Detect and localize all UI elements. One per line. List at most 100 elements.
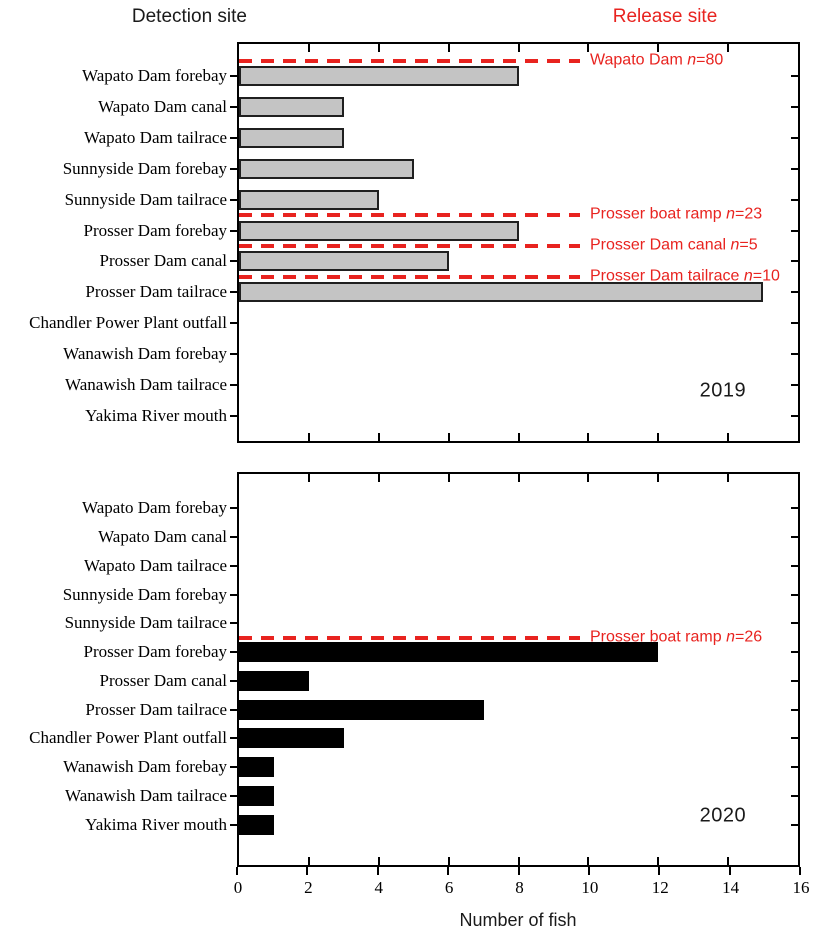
italic-n: n	[730, 236, 740, 254]
x-axis-tick	[728, 867, 731, 875]
x-tick-top	[587, 44, 590, 52]
x-axis-tick	[799, 867, 801, 875]
y-tick-left	[230, 536, 237, 539]
y-tick-right	[791, 322, 798, 325]
x-axis-tick	[447, 867, 450, 875]
x-tick-bottom-inner	[517, 857, 520, 865]
x-tick-bottom-inner	[377, 433, 380, 441]
y-tick-left	[230, 198, 237, 201]
y-tick-right	[791, 622, 798, 625]
y-tick-left	[230, 414, 237, 417]
y-tick-left	[230, 737, 237, 740]
y-tick-left	[230, 137, 237, 140]
y-tick-right	[791, 352, 798, 355]
x-tick-top	[447, 44, 450, 52]
x-tick-top	[727, 474, 730, 482]
category-label: Sunnyside Dam tailrace	[64, 189, 227, 209]
category-label: Chandler Power Plant outfall	[29, 728, 227, 748]
x-axis-tick	[587, 867, 590, 875]
release-site-label: Wapato Dam n=80	[590, 51, 724, 69]
y-tick-right	[791, 383, 798, 386]
x-axis-tick-label: 8	[515, 878, 524, 897]
category-label: Wapato Dam tailrace	[83, 555, 227, 575]
category-label: Sunnyside Dam forebay	[62, 158, 227, 178]
x-axis-tick-label: 0	[233, 878, 243, 897]
bar-2020	[239, 814, 274, 835]
y-tick-left	[230, 564, 237, 567]
y-tick-right	[791, 766, 798, 769]
category-label: Wapato Dam canal	[98, 97, 227, 117]
x-axis-tick	[306, 867, 309, 875]
x-tick-bottom-inner	[727, 857, 730, 865]
y-tick-right	[791, 679, 798, 682]
y-tick-right	[791, 536, 798, 539]
y-tick-left	[230, 352, 237, 355]
category-label: Wapato Dam forebay	[82, 498, 227, 518]
x-axis-tick	[517, 867, 520, 875]
y-tick-right	[791, 75, 798, 78]
y-tick-left	[230, 229, 237, 232]
category-label: Sunnyside Dam forebay	[62, 584, 227, 604]
y-tick-right	[791, 229, 798, 232]
x-axis-tick-label: 2	[304, 878, 313, 897]
category-label: Wapato Dam forebay	[82, 66, 227, 86]
y-tick-right	[791, 260, 798, 263]
category-label: Yakima River mouth	[85, 814, 227, 834]
x-tick-top	[657, 474, 660, 482]
x-tick-bottom-inner	[307, 433, 310, 441]
panel-2019	[237, 42, 800, 443]
x-tick-top	[377, 474, 380, 482]
x-tick-bottom-inner	[447, 857, 450, 865]
italic-n: n	[743, 267, 753, 285]
y-tick-right	[791, 167, 798, 170]
x-tick-bottom-inner	[377, 857, 380, 865]
category-label: Wanawish Dam forebay	[63, 757, 227, 777]
category-label: Wapato Dam canal	[98, 527, 227, 547]
y-tick-left	[230, 260, 237, 263]
release-site-line	[239, 244, 580, 248]
category-label: Wanawish Dam forebay	[63, 343, 227, 363]
bar-2020	[239, 642, 659, 663]
y-tick-right	[791, 593, 798, 596]
y-tick-right	[791, 198, 798, 201]
x-tick-bottom-inner	[517, 433, 520, 441]
panel-2020	[237, 472, 800, 867]
x-axis-tick	[658, 867, 661, 875]
y-tick-right	[791, 737, 798, 740]
y-tick-left	[230, 507, 237, 510]
y-tick-right	[791, 564, 798, 567]
x-tick-top	[587, 474, 590, 482]
release-site-line	[239, 274, 580, 279]
bar-2019	[239, 97, 344, 118]
release-site-label: Prosser Dam tailrace n=10	[590, 267, 780, 285]
x-axis-tick-label: 10	[581, 878, 599, 897]
y-tick-right	[791, 823, 798, 826]
y-tick-left	[230, 766, 237, 769]
italic-n: n	[687, 51, 697, 69]
y-tick-right	[791, 137, 798, 140]
x-tick-top	[447, 474, 450, 482]
release-site-line	[239, 59, 580, 63]
y-tick-left	[230, 75, 237, 78]
x-axis-title: Number of fish	[459, 910, 577, 930]
x-axis-tick-label: 12	[651, 878, 669, 897]
y-tick-right	[791, 651, 798, 654]
x-tick-top	[657, 44, 660, 52]
x-axis-tick	[376, 867, 379, 875]
bar-2020	[239, 757, 274, 778]
category-label: Sunnyside Dam tailrace	[64, 613, 227, 633]
x-axis-tick-label: 4	[374, 878, 384, 897]
release-site-label: Prosser boat ramp n=23	[590, 205, 763, 223]
y-tick-left	[230, 383, 237, 386]
release-site-header: Release site	[612, 6, 718, 27]
y-tick-right	[791, 291, 798, 294]
x-tick-bottom-inner	[587, 857, 590, 865]
x-tick-bottom-inner	[727, 433, 730, 441]
bar-2020	[239, 699, 484, 720]
category-label: Prosser Dam canal	[99, 251, 227, 271]
y-tick-left	[230, 291, 237, 294]
release-site-label: Prosser Dam canal n=5	[590, 236, 758, 254]
y-tick-right	[791, 414, 798, 417]
y-tick-left	[230, 106, 237, 109]
